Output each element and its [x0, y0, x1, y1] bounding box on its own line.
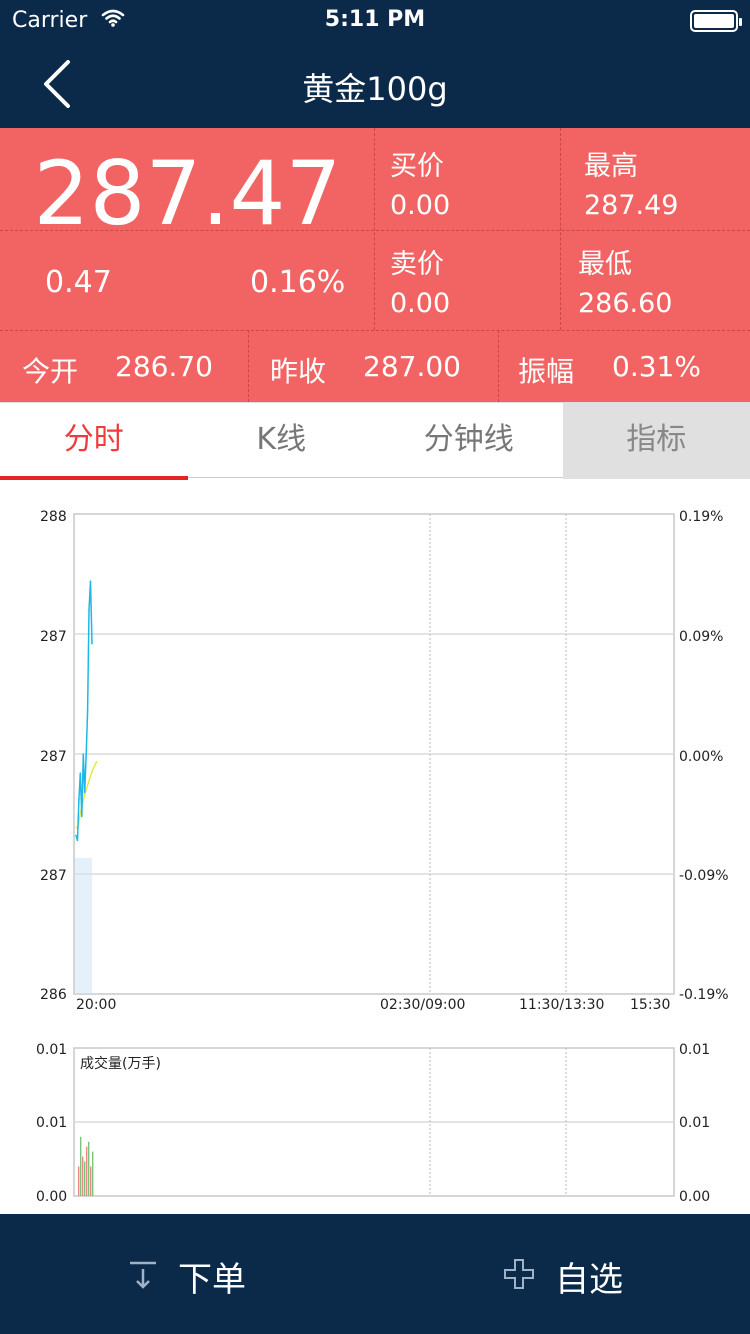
x-tick: 20:00: [76, 997, 116, 1013]
page-title: 黄金100g: [302, 70, 448, 108]
volume-bars: [78, 1136, 94, 1196]
status-bar: Carrier 5:11 PM: [0, 0, 750, 40]
price-point: [85, 753, 87, 755]
quote-panel: 287.47 0.47 0.16% 买价 0.00 最高 287.49 卖价 0…: [0, 128, 750, 402]
price-point: [82, 753, 85, 755]
nav-bar: 黄金100g: [0, 40, 750, 128]
order-button[interactable]: 下单: [0, 1214, 375, 1334]
plus-icon: [504, 1259, 534, 1289]
y-tick-left: 287: [40, 629, 67, 645]
price-area-fill: [75, 858, 92, 994]
high-value: 287.49: [584, 190, 679, 221]
volume-y-tick-right: 0.01: [679, 1115, 710, 1131]
price-point: [75, 834, 77, 837]
price-change-pct: 0.16%: [250, 265, 346, 300]
price-point: [79, 772, 82, 774]
tab-minute-line[interactable]: 分钟线: [423, 422, 514, 457]
chart-tabs: 分时 K线 分钟线 指标: [0, 402, 750, 480]
y-tick-left: 287: [40, 868, 67, 884]
bid-value: 0.00: [390, 190, 451, 221]
price-change: 0.47: [45, 265, 112, 300]
bottom-action-bar: 下单 自选: [0, 1214, 750, 1334]
open-value: 286.70: [115, 350, 213, 383]
back-button[interactable]: [38, 58, 78, 110]
price-point: [91, 642, 93, 645]
y-tick-right: -0.19%: [679, 987, 729, 1003]
divider: [0, 330, 750, 331]
volume-y-tick-left: 0.01: [36, 1115, 67, 1131]
tab-intraday[interactable]: 分时: [0, 403, 188, 480]
wifi-icon: [101, 8, 125, 34]
divider: [498, 330, 499, 402]
tab-kline[interactable]: K线: [256, 422, 307, 457]
open-label: 今开: [22, 355, 79, 388]
y-tick-left: 286: [40, 987, 67, 1003]
low-value: 286.60: [578, 288, 673, 319]
y-tick-right: 0.00%: [679, 749, 723, 765]
battery-icon: [690, 10, 742, 32]
y-tick-right: 0.19%: [679, 509, 723, 525]
price-point: [89, 580, 92, 582]
y-tick-right: 0.09%: [679, 629, 723, 645]
price-point: [88, 609, 90, 611]
volume-bar: [80, 1136, 82, 1196]
volume-bar: [86, 1146, 88, 1196]
high-label: 最高: [584, 151, 638, 182]
bid-label: 买价: [390, 151, 444, 182]
amplitude-label: 振幅: [518, 355, 575, 388]
y-tick-left: 288: [40, 509, 67, 525]
prev-close-value: 287.00: [363, 350, 461, 383]
volume-y-tick-left: 0.00: [36, 1189, 67, 1205]
volume-bar: [82, 1156, 84, 1196]
y-tick-left: 287: [40, 749, 67, 765]
price-point: [81, 815, 83, 818]
average-price-line: [75, 760, 98, 829]
divider: [248, 330, 249, 402]
volume-bar: [90, 1166, 92, 1196]
price-point: [86, 710, 89, 712]
price-point: [83, 791, 86, 794]
ask-value: 0.00: [390, 288, 451, 319]
volume-bar: [78, 1166, 80, 1196]
y-tick-right: -0.09%: [679, 868, 729, 884]
carrier-label: Carrier: [12, 8, 88, 33]
tab-indicator[interactable]: 指标: [562, 403, 750, 479]
divider: [0, 230, 750, 231]
divider: [560, 128, 561, 330]
volume-title: 成交量(万手): [80, 1055, 161, 1072]
intraday-chart: 288 287 287 287 286 0.19% 0.09% 0.00% -0…: [36, 509, 729, 1205]
prev-close-label: 昨收: [270, 355, 327, 388]
volume-y-tick-left: 0.01: [36, 1042, 67, 1058]
watchlist-label: 自选: [555, 1260, 623, 1300]
low-label: 最低: [578, 249, 632, 280]
volume-y-tick-right: 0.00: [679, 1189, 710, 1205]
price-point: [78, 798, 80, 801]
x-tick: 02:30/09:00: [380, 997, 465, 1013]
amplitude-value: 0.31%: [612, 350, 701, 383]
volume-bar: [84, 1161, 86, 1196]
volume-bar: [88, 1141, 90, 1196]
price-points: [75, 580, 93, 842]
last-price: 287.47: [33, 142, 342, 245]
x-tick: 11:30/13:30: [519, 997, 604, 1013]
ask-label: 卖价: [390, 249, 444, 280]
watchlist-button[interactable]: 自选: [375, 1214, 750, 1334]
order-label: 下单: [178, 1260, 246, 1300]
x-tick: 15:30: [630, 997, 670, 1013]
status-time: 5:11 PM: [324, 7, 426, 32]
chevron-left-icon: [44, 60, 70, 108]
order-icon: [130, 1261, 156, 1289]
price-point: [76, 839, 79, 842]
divider: [374, 128, 375, 330]
volume-y-tick-right: 0.01: [679, 1042, 710, 1058]
price-line: [75, 581, 93, 841]
volume-bar: [92, 1151, 94, 1196]
